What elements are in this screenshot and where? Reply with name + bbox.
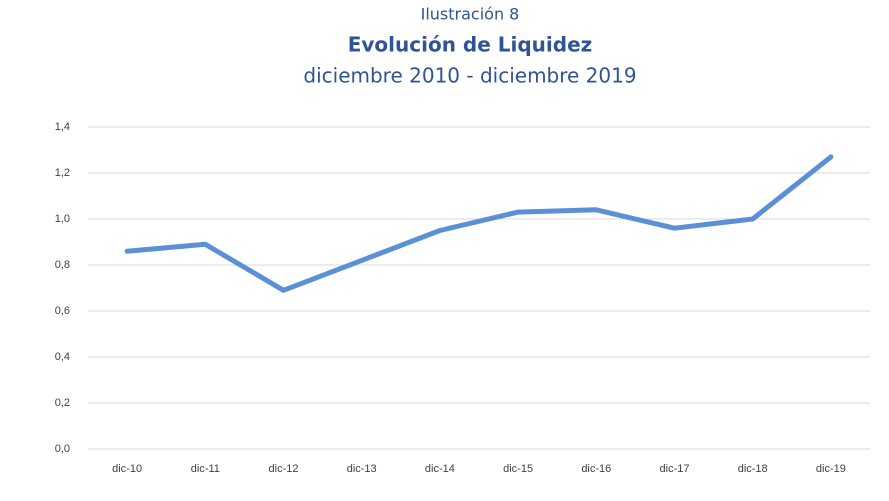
y-tick-label: 1,2 <box>55 167 70 179</box>
x-tick-label: dic-17 <box>660 463 690 475</box>
y-tick-label: 0,4 <box>55 351 70 363</box>
x-tick-label: dic-13 <box>347 463 377 475</box>
x-tick-label: dic-16 <box>581 463 611 475</box>
y-tick-label: 0,2 <box>55 397 70 409</box>
chart-label: Ilustración 8 <box>421 5 520 24</box>
x-tick-label: dic-12 <box>269 463 299 475</box>
data-line <box>124 154 834 293</box>
x-tick-label: dic-10 <box>112 463 142 475</box>
chart-subtitle: diciembre 2010 - diciembre 2019 <box>303 64 636 88</box>
chart-title: Evolución de Liquidez <box>348 33 593 57</box>
y-tick-label: 0,0 <box>55 443 70 455</box>
y-tick-label: 0,8 <box>55 259 70 271</box>
x-tick-label: dic-15 <box>503 463 533 475</box>
x-tick-label: dic-18 <box>738 463 768 475</box>
x-tick-label: dic-14 <box>425 463 455 475</box>
y-tick-label: 1,0 <box>55 213 70 225</box>
y-tick-label: 1,4 <box>55 121 70 133</box>
x-tick-label: dic-11 <box>191 463 220 475</box>
x-tick-label: dic-19 <box>816 463 846 475</box>
y-tick-label: 0,6 <box>55 305 70 317</box>
